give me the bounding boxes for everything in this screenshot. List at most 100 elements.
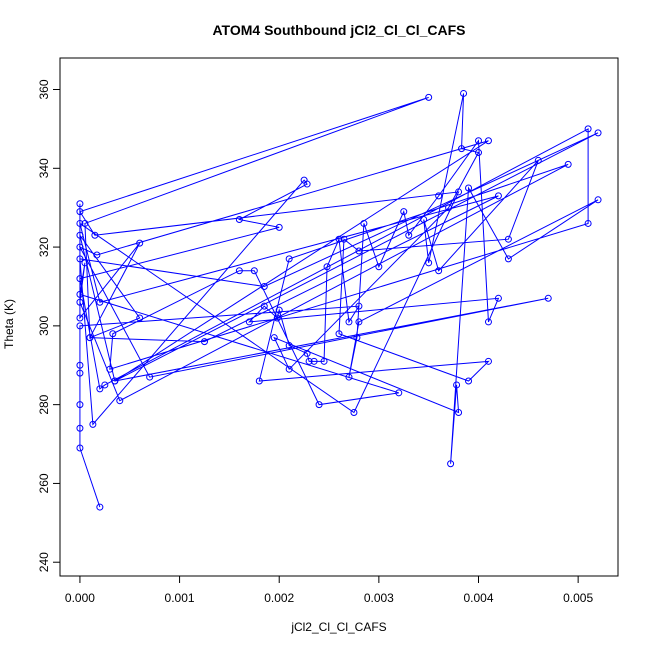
data-point xyxy=(305,357,313,365)
y-tick-label: 340 xyxy=(37,158,51,178)
data-point xyxy=(76,255,84,263)
data-point xyxy=(484,357,492,365)
data-point xyxy=(76,314,84,322)
data-point xyxy=(285,342,293,350)
data-point xyxy=(353,334,361,342)
y-tick-label: 240 xyxy=(37,552,51,572)
data-point xyxy=(458,145,466,153)
data-point xyxy=(534,156,542,164)
data-point xyxy=(400,208,408,216)
y-tick-label: 300 xyxy=(37,316,51,336)
data-point xyxy=(285,255,293,263)
data-point xyxy=(425,93,433,101)
data-point xyxy=(109,330,117,338)
data-point xyxy=(584,219,592,227)
data-point xyxy=(355,302,363,310)
data-point xyxy=(320,357,328,365)
data-point xyxy=(594,196,602,204)
data-point xyxy=(447,460,455,468)
x-tick-label: 0.001 xyxy=(165,591,195,605)
data-point xyxy=(146,373,154,381)
x-axis-label: jCl2_Cl_Cl_CAFS xyxy=(290,620,386,634)
data-point xyxy=(273,314,281,322)
data-point xyxy=(260,302,268,310)
data-point xyxy=(86,334,94,342)
data-point xyxy=(76,424,84,432)
y-tick-label: 280 xyxy=(37,394,51,414)
data-point xyxy=(465,377,473,385)
data-point xyxy=(445,204,453,212)
data-point xyxy=(360,219,368,227)
data-point xyxy=(96,385,104,393)
x-tick-label: 0.003 xyxy=(364,591,394,605)
data-point xyxy=(420,216,428,224)
x-tick-label: 0.000 xyxy=(65,591,95,605)
data-point xyxy=(91,231,99,239)
data-point xyxy=(275,223,283,231)
data-point xyxy=(484,318,492,326)
data-point xyxy=(475,149,482,157)
data-point xyxy=(455,409,463,417)
y-tick-label: 360 xyxy=(37,79,51,99)
data-point xyxy=(270,334,278,342)
data-point xyxy=(136,239,144,247)
data-point xyxy=(475,137,482,145)
data-point xyxy=(285,365,293,373)
data-point xyxy=(93,251,101,259)
x-tick-label: 0.005 xyxy=(563,591,593,605)
data-point xyxy=(345,318,353,326)
data-point xyxy=(455,188,463,196)
data-point xyxy=(345,373,353,381)
data-point xyxy=(76,322,84,330)
data-point xyxy=(504,235,512,243)
data-point xyxy=(310,357,318,365)
data-point xyxy=(76,401,84,409)
data-point xyxy=(89,420,97,428)
data-point xyxy=(494,294,502,302)
data-point xyxy=(350,409,358,417)
data-point xyxy=(425,259,433,267)
data-point xyxy=(484,137,492,145)
data-point xyxy=(340,235,348,243)
data-point xyxy=(101,381,109,389)
data-point xyxy=(303,349,311,357)
x-tick-label: 0.002 xyxy=(264,591,294,605)
data-point xyxy=(76,444,84,452)
data-point xyxy=(275,306,283,314)
y-tick-label: 320 xyxy=(37,237,51,257)
data-point xyxy=(136,314,144,322)
data-point xyxy=(303,180,311,188)
data-point xyxy=(465,184,473,192)
data-point xyxy=(260,282,268,290)
y-axis-label: Theta (K) xyxy=(2,299,16,349)
data-point xyxy=(96,298,104,306)
data-point xyxy=(106,365,114,373)
y-tick-label: 260 xyxy=(37,473,51,493)
data-point xyxy=(235,216,243,224)
data-point xyxy=(504,255,512,263)
data-point xyxy=(111,377,119,385)
data-point xyxy=(250,267,258,275)
data-point xyxy=(355,318,363,326)
data-point xyxy=(76,290,84,298)
data-point xyxy=(76,200,84,208)
data-point xyxy=(564,160,572,168)
data-point xyxy=(76,275,84,283)
data-point xyxy=(594,129,602,137)
data-point xyxy=(435,267,443,275)
data-point xyxy=(76,219,84,227)
data-point xyxy=(200,338,208,346)
data-point xyxy=(315,401,323,409)
data-point xyxy=(584,125,592,133)
data-point xyxy=(355,247,363,255)
data-point xyxy=(494,192,502,200)
data-point xyxy=(76,208,84,216)
data-point xyxy=(435,192,443,200)
data-point xyxy=(460,89,468,97)
data-point xyxy=(395,389,403,397)
data-point xyxy=(405,231,413,239)
data-point xyxy=(235,267,243,275)
data-point xyxy=(116,397,124,405)
data-point xyxy=(335,330,343,338)
